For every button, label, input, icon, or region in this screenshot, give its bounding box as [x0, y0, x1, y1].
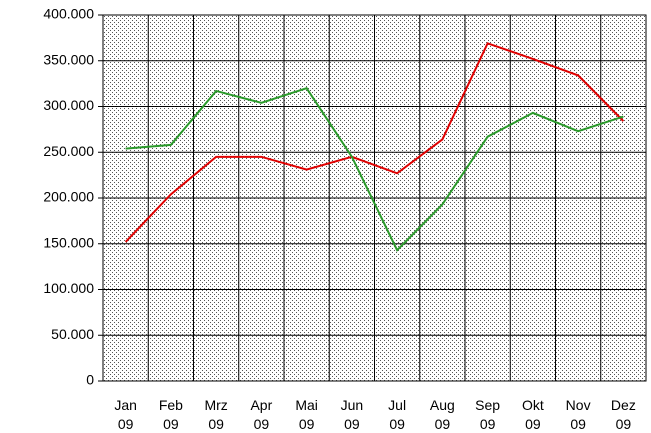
- x-tick-label-line: 09: [389, 416, 405, 432]
- x-tick-label-line: 09: [344, 416, 360, 432]
- x-tick-label-line: Jun: [341, 397, 364, 413]
- x-tick-label-line: Mrz: [204, 397, 227, 413]
- x-tick-label-line: 09: [525, 416, 541, 432]
- x-tick-label: Feb 09: [159, 397, 183, 432]
- x-tick-label-line: 09: [163, 416, 179, 432]
- x-tick-label: Mai 09: [295, 397, 318, 432]
- x-tick-label-line: Dez: [611, 397, 636, 413]
- x-tick-label: Jul 09: [388, 397, 406, 432]
- y-tick-label: 250.000: [43, 143, 94, 159]
- x-tick-label-line: Apr: [250, 397, 272, 413]
- x-tick-label-line: Okt: [522, 397, 544, 413]
- y-tick-label: 0: [86, 372, 94, 388]
- x-tick-label-line: 09: [435, 416, 451, 432]
- y-tick-label: 300.000: [43, 97, 94, 113]
- x-tick-label-line: 09: [480, 416, 496, 432]
- x-tick-label: Aug 09: [430, 397, 455, 432]
- x-tick-label: Dez 09: [611, 397, 636, 432]
- x-tick-label-line: Jan: [114, 397, 137, 413]
- x-tick-label-line: Nov: [566, 397, 591, 413]
- x-tick-label-line: 09: [254, 416, 270, 432]
- x-tick-label-line: 09: [616, 416, 632, 432]
- x-tick-label-line: Sep: [475, 397, 500, 413]
- x-tick-label-line: Mai: [295, 397, 318, 413]
- x-tick-label-line: 09: [570, 416, 586, 432]
- y-tick-label: 150.000: [43, 234, 94, 250]
- y-tick-label: 400.000: [43, 6, 94, 22]
- x-tick-label: Jun 09: [341, 397, 364, 432]
- x-tick-label: Apr 09: [250, 397, 272, 432]
- x-tick-label: Sep 09: [475, 397, 500, 432]
- y-tick-label: 350.000: [43, 51, 94, 67]
- x-tick-label: Nov 09: [566, 397, 591, 432]
- x-tick-label-line: 09: [118, 416, 134, 432]
- x-tick-label-line: Jul: [388, 397, 406, 413]
- x-tick-label-line: Feb: [159, 397, 183, 413]
- x-tick-label-line: Aug: [430, 397, 455, 413]
- x-tick-label-line: 09: [299, 416, 315, 432]
- x-tick-label: Okt 09: [522, 397, 544, 432]
- x-tick-label-line: 09: [208, 416, 224, 432]
- y-tick-label: 200.000: [43, 189, 94, 205]
- x-tick-label: Jan 09: [114, 397, 137, 432]
- series-line: [124, 42, 625, 243]
- y-tick-label: 50.000: [51, 326, 94, 342]
- x-tick-label: Mrz 09: [204, 397, 227, 432]
- series-line: [125, 87, 624, 252]
- y-tick-label: 100.000: [43, 280, 94, 296]
